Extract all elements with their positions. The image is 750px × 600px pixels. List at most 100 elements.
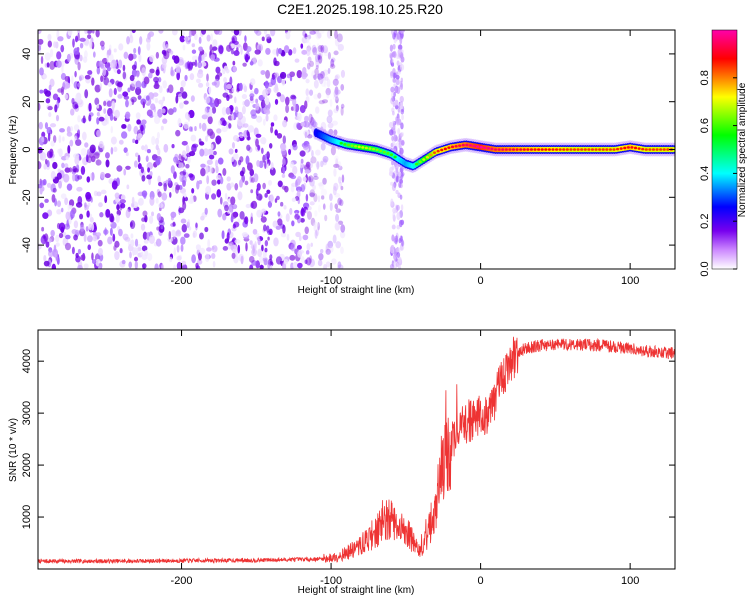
- noise-blob: [317, 50, 323, 60]
- noise-blob: [122, 64, 126, 72]
- noise-blob: [215, 165, 219, 174]
- noise-blob: [240, 45, 243, 55]
- signal-peak: [623, 146, 627, 150]
- noise-band-blob: [391, 90, 394, 99]
- noise-blob: [107, 236, 113, 245]
- noise-blob: [178, 162, 184, 171]
- noise-blob: [199, 247, 206, 255]
- noise-blob: [103, 108, 107, 115]
- noise-blob: [308, 175, 314, 183]
- noise-blob: [137, 154, 141, 163]
- noise-band-blob: [396, 212, 401, 221]
- noise-blob: [231, 113, 234, 121]
- signal-peak: [633, 146, 638, 150]
- noise-blob: [162, 96, 166, 102]
- noise-blob: [184, 74, 188, 82]
- signal-peak: [461, 143, 465, 147]
- noise-blob: [255, 98, 259, 104]
- noise-blob: [241, 232, 249, 238]
- noise-blob: [244, 35, 247, 43]
- noise-blob: [322, 76, 326, 81]
- noise-blob: [257, 59, 263, 67]
- noise-band-blob: [395, 117, 401, 126]
- signal-peak: [583, 148, 587, 151]
- spectrogram-y-tick-label: 0: [21, 146, 33, 152]
- noise-blob: [313, 94, 319, 100]
- noise-blob: [79, 37, 86, 42]
- noise-blob: [39, 202, 45, 209]
- noise-blob: [315, 161, 322, 168]
- noise-blob: [326, 30, 332, 39]
- noise-blob: [137, 95, 142, 100]
- noise-blob: [276, 132, 283, 139]
- noise-blob: [76, 186, 83, 192]
- noise-blob: [65, 82, 71, 89]
- noise-blob: [47, 249, 54, 258]
- signal-peak: [432, 151, 437, 154]
- noise-blob: [207, 128, 214, 136]
- noise-blob: [216, 72, 223, 77]
- noise-blob: [155, 144, 159, 151]
- noise-blob: [321, 99, 328, 104]
- noise-blob: [247, 125, 255, 133]
- spectrogram-y-tick-label: -40: [21, 237, 33, 253]
- noise-blob: [41, 136, 45, 143]
- noise-blob: [141, 174, 146, 182]
- noise-blob: [230, 196, 236, 206]
- noise-blob: [278, 47, 283, 55]
- noise-blob: [276, 47, 279, 57]
- noise-blob: [335, 241, 342, 249]
- signal-peak: [572, 148, 577, 151]
- noise-blob: [77, 248, 82, 255]
- noise-blob: [179, 35, 186, 43]
- noise-blob: [64, 223, 71, 230]
- noise-blob: [327, 115, 332, 122]
- noise-blob: [120, 194, 126, 201]
- noise-blob: [314, 229, 318, 239]
- noise-blob: [82, 115, 86, 124]
- noise-blob: [204, 96, 211, 104]
- snr-y-tick-label: 1000: [21, 505, 33, 529]
- signal-peak: [598, 148, 602, 151]
- noise-blob: [318, 181, 325, 190]
- noise-blob: [297, 262, 303, 269]
- noise-blob: [161, 263, 164, 269]
- noise-band-blob: [398, 141, 402, 150]
- noise-blob: [152, 92, 159, 97]
- noise-blob: [49, 123, 57, 128]
- noise-blob: [268, 228, 273, 236]
- noise-blob: [55, 234, 60, 243]
- noise-blob: [310, 242, 313, 247]
- noise-blob: [207, 116, 213, 125]
- noise-blob: [90, 223, 95, 231]
- noise-blob: [198, 54, 202, 63]
- noise-blob: [165, 44, 169, 49]
- signal-peak: [641, 147, 645, 151]
- noise-blob: [200, 167, 206, 177]
- noise-blob: [322, 69, 329, 76]
- signal-peak: [346, 143, 351, 147]
- noise-blob: [178, 153, 182, 161]
- noise-blob: [154, 137, 160, 146]
- spectrogram-x-tick-label: 100: [621, 275, 639, 287]
- noise-blob: [266, 225, 270, 233]
- signal-peak: [551, 148, 555, 151]
- noise-blob: [308, 113, 313, 123]
- noise-blob: [308, 121, 313, 129]
- noise-blob: [226, 44, 232, 53]
- noise-blob: [324, 214, 328, 222]
- noise-blob: [155, 238, 162, 247]
- noise-band-blob: [398, 181, 402, 188]
- noise-blob: [153, 83, 160, 90]
- noise-blob: [151, 211, 155, 217]
- noise-blob: [149, 196, 155, 206]
- noise-blob: [122, 91, 129, 97]
- noise-blob: [44, 198, 49, 203]
- signal-peak: [615, 147, 620, 151]
- noise-blob: [74, 155, 80, 165]
- noise-blob: [197, 82, 204, 88]
- noise-blob: [229, 107, 233, 115]
- noise-band-blob: [391, 140, 396, 146]
- noise-blob: [129, 74, 135, 82]
